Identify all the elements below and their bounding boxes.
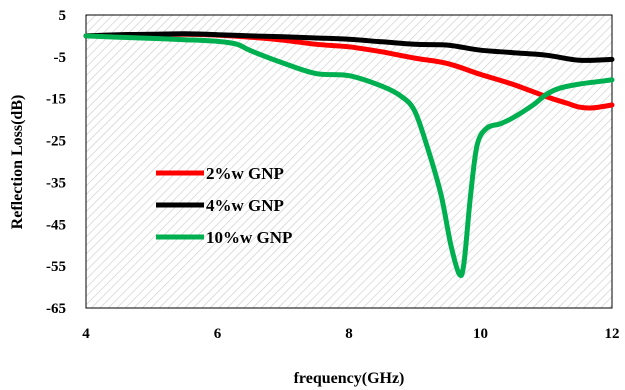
legend-label: 10%w GNP <box>206 228 292 247</box>
y-tick-label: -15 <box>46 92 66 108</box>
legend-label: 2%w GNP <box>206 164 284 183</box>
x-axis-title: frequency(GHz) <box>294 370 405 387</box>
y-tick-label: -35 <box>46 175 66 191</box>
series-line <box>83 31 615 63</box>
y-tick-label: -25 <box>46 134 66 150</box>
x-tick-label: 6 <box>214 326 222 342</box>
x-tick-label: 12 <box>605 326 620 342</box>
y-tick-label: 5 <box>59 8 67 24</box>
y-tick-label: -65 <box>46 301 66 317</box>
x-tick-label: 8 <box>345 326 353 342</box>
series-line <box>83 33 615 279</box>
y-tick-label: -55 <box>46 259 66 275</box>
y-axis-title: Reflection Loss(dB) <box>9 95 26 230</box>
plot-area <box>85 14 613 309</box>
y-tick-label: -5 <box>54 50 67 66</box>
legend-label: 4%w GNP <box>206 196 284 215</box>
x-tick-label: 10 <box>473 326 488 342</box>
y-tick-label: -45 <box>46 217 66 233</box>
x-tick-label: 4 <box>82 326 90 342</box>
